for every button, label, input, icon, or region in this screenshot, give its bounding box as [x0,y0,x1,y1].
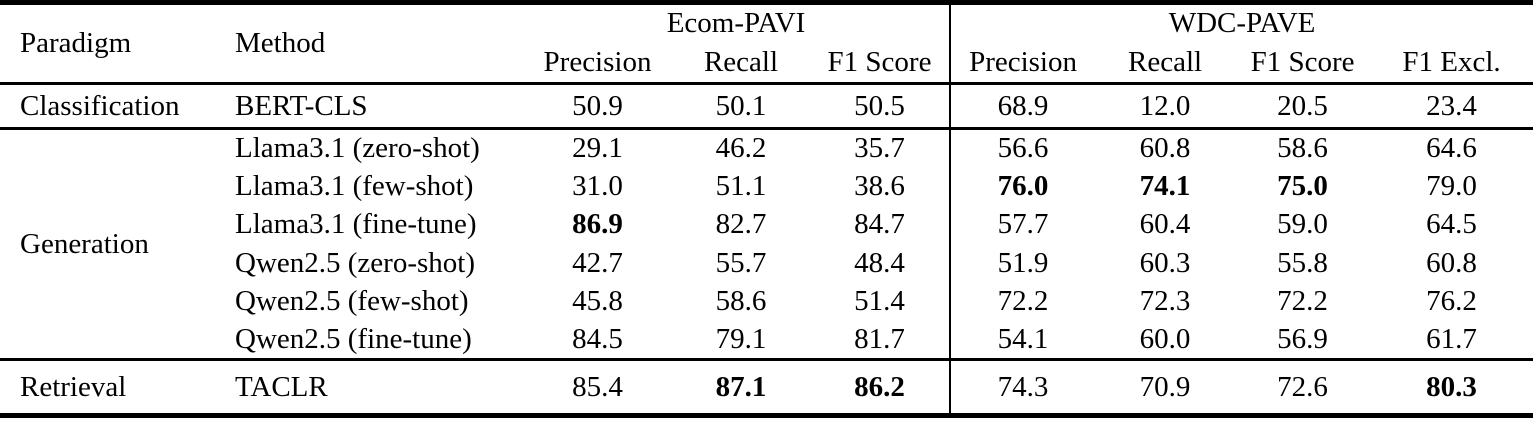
value-cell: 82.7 [715,208,767,241]
value-cell: 86.2 [810,358,951,416]
metric-header-wdc-f1-score: F1 Score [1235,42,1371,85]
ecom-pavi-group-header: Ecom-PAVI [666,7,806,40]
value-cell: 55.8 [1277,246,1328,279]
method-cell: Llama3.1 (few-shot) [235,169,474,202]
metric-header-ecom-precision: Precision [523,42,672,85]
value-cell: 35.7 [810,127,951,167]
value-cell: 38.6 [854,169,905,202]
value-cell: 60.0 [1139,323,1191,355]
paradigm-column-header: Paradigm [0,2,215,85]
value-cell: 61.7 [1426,323,1477,355]
method-cell: Llama3.1 (zero-shot) [215,127,523,167]
table-row-llama3.1-zero-shot-: Generation Llama3.1 (zero-shot) 29.1 46.2 35… [0,127,1533,360]
metric-header-ecom-recall: Recall [672,42,810,85]
results-table: Paradigm Method Ecom-PAVI WDC-PAVE Preci… [0,0,1533,418]
value-cell: 85.4 [523,358,672,416]
value-cell: 86.9 [572,208,623,241]
value-cell: 81.7 [854,323,905,355]
value-cell: 56.6 [949,127,1096,167]
value-cell: 79.0 [1426,169,1477,202]
value-cell: 12.0 [1139,89,1191,122]
table-body: Classification BERT-CLS 50.9 50.1 50.5 68.9 12… [0,83,1533,416]
paradigm-cell-retrieval: Retrieval [0,358,215,416]
value-cell: 51.1 [715,169,767,202]
value-cell: 60.3 [1139,246,1191,279]
value-cell: 87.1 [672,358,810,416]
value-cell: 74.3 [949,358,1096,416]
table-row-bert-cls: Classification BERT-CLS 50.9 50.1 50.5 68.9 12… [0,83,1533,129]
value-cell: 72.2 [949,282,1096,321]
value-cell: 79.1 [715,323,767,355]
value-cell: 48.4 [854,246,905,279]
value-cell: 60.4 [1139,208,1191,241]
table-row-qwen2.5-fine-tune-: Qwen2.5 (fine-tune) 84.5 79.1 81.7 54.1 60.0 5… [0,321,1533,360]
value-cell: 64.5 [1426,208,1477,241]
value-cell: 84.5 [572,323,623,355]
wdc-pave-group-header: WDC-PAVE [949,2,1533,43]
table-row-qwen2.5-zero-shot-: Qwen2.5 (zero-shot) 42.7 55.7 48.4 51.9 60.3 5… [0,244,1533,283]
value-cell: 23.4 [1426,89,1477,122]
value-cell: 72.3 [1139,285,1191,318]
value-cell: 76.0 [949,167,1096,206]
value-cell: 72.2 [1277,285,1328,318]
metric-header-row: Precision Recall F1 Score Precision Recall F1… [0,42,1533,85]
value-cell: 80.3 [1370,358,1533,416]
table-row-qwen2.5-few-shot-: Qwen2.5 (few-shot) 45.8 58.6 51.4 72.2 72.3 72… [0,282,1533,321]
value-cell: 76.2 [1426,285,1477,318]
method-cell: Qwen2.5 (fine-tune) [235,323,472,355]
value-cell: 74.1 [1139,169,1191,202]
value-cell: 64.6 [1370,127,1533,167]
value-cell: 46.2 [672,127,810,167]
value-cell: 31.0 [572,169,623,202]
value-cell: 45.8 [572,285,623,318]
value-cell: 42.7 [572,246,623,279]
value-cell: 70.9 [1095,358,1236,416]
value-cell: 51.9 [949,244,1096,283]
table-header: Paradigm Method Ecom-PAVI WDC-PAVE Preci… [0,2,1533,85]
metric-header-wdc-recall: Recall [1095,42,1236,85]
metric-header-ecom-f1-score: F1 Score [810,42,951,85]
value-cell: 58.6 [1235,127,1371,167]
value-cell: 56.9 [1277,323,1328,355]
metric-header-wdc-f1-excl-: F1 Excl. [1370,42,1533,85]
table-row-llama3.1-fine-tune-: Llama3.1 (fine-tune) 86.9 82.7 84.7 57.7 60.4… [0,205,1533,244]
group-header-row: Paradigm Method Ecom-PAVI WDC-PAVE [0,2,1533,85]
table-row-taclr: Retrieval TACLR 85.4 87.1 86.2 74.3 70.9 72.6 80… [0,358,1533,416]
method-cell: Qwen2.5 (few-shot) [235,285,469,318]
value-cell: 50.9 [572,89,623,122]
value-cell: 57.7 [949,205,1096,244]
method-column-header: Method [215,2,523,85]
method-cell: BERT-CLS [235,89,368,122]
value-cell: 54.1 [949,321,1096,360]
value-cell: 50.5 [854,89,905,122]
value-cell: 68.9 [949,83,1096,129]
value-cell: 72.6 [1235,358,1371,416]
value-cell: 60.8 [1095,127,1236,167]
value-cell: 55.7 [715,246,767,279]
value-cell: 50.1 [715,89,767,122]
value-cell: 60.8 [1426,246,1477,279]
value-cell: 58.6 [715,285,767,318]
value-cell: 59.0 [1277,208,1328,241]
paradigm-cell-generation: Generation [0,127,215,360]
value-cell: 75.0 [1277,169,1328,202]
paradigm-cell-classification: Classification [20,89,180,122]
value-cell: 29.1 [523,127,672,167]
metric-header-wdc-precision: Precision [949,42,1096,85]
method-cell: TACLR [215,358,523,416]
value-cell: 51.4 [854,285,905,318]
value-cell: 20.5 [1277,89,1328,122]
table-row-llama3.1-few-shot-: Llama3.1 (few-shot) 31.0 51.1 38.6 76.0 74.1 7… [0,167,1533,206]
method-cell: Llama3.1 (fine-tune) [235,208,477,241]
value-cell: 84.7 [854,208,905,241]
method-cell: Qwen2.5 (zero-shot) [235,246,475,279]
